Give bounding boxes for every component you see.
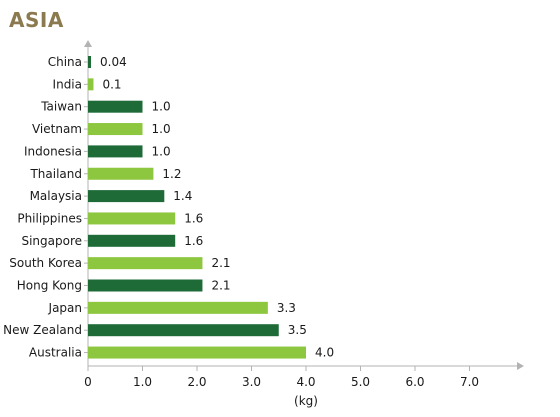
value-label: 2.1	[211, 279, 230, 293]
category-label: Singapore	[21, 234, 82, 248]
bar	[88, 145, 143, 158]
category-label: China	[48, 55, 82, 69]
value-label: 1.0	[152, 144, 171, 158]
value-label: 1.6	[184, 211, 203, 225]
x-axis-arrow	[517, 362, 524, 370]
y-axis-arrow	[84, 40, 92, 47]
category-label: Vietnam	[32, 122, 82, 136]
bar	[88, 212, 176, 225]
bar	[88, 301, 268, 314]
bar	[88, 324, 279, 337]
value-label: 1.0	[152, 122, 171, 136]
x-tick-label: 6.0	[405, 375, 424, 389]
category-label: South Korea	[9, 256, 82, 270]
x-tick-label: 0	[84, 375, 92, 389]
bar	[88, 279, 203, 292]
value-label: 1.2	[162, 167, 181, 181]
value-label: 1.0	[152, 100, 171, 114]
bars	[88, 56, 306, 359]
x-tick-label: 5.0	[351, 375, 370, 389]
x-tick-label: 4.0	[296, 375, 315, 389]
category-label: Australia	[29, 346, 82, 360]
category-label: Taiwan	[40, 100, 82, 114]
category-label: Hong Kong	[17, 279, 82, 293]
bar	[88, 167, 154, 180]
bar	[88, 123, 143, 136]
bar	[88, 56, 91, 68]
x-tick-label: 2.0	[187, 375, 206, 389]
category-label: Malaysia	[30, 189, 82, 203]
value-label: 1.6	[184, 234, 203, 248]
category-label: Philippines	[17, 211, 82, 225]
labels: China 0.04 India 0.1 Taiwan 1.0 Vietnam 1.0 Indo…	[3, 55, 334, 360]
value-label: 0.04	[100, 55, 127, 69]
bar	[88, 190, 165, 203]
value-label: 4.0	[315, 346, 334, 360]
x-tick-label: 3.0	[242, 375, 261, 389]
category-label: India	[53, 77, 82, 91]
value-label: 2.1	[211, 256, 230, 270]
value-label: 0.1	[102, 77, 121, 91]
value-label: 1.4	[173, 189, 192, 203]
bar	[88, 234, 176, 247]
category-label: Indonesia	[24, 144, 82, 158]
category-label: New Zealand	[3, 323, 82, 337]
value-label: 3.3	[277, 301, 296, 315]
category-label: Thailand	[29, 167, 82, 181]
bar	[88, 78, 94, 91]
x-tick-label: 1.0	[133, 375, 152, 389]
axes: 0 1.0 2.0 3.0 4.0 5.0 6.0 7.0	[84, 40, 524, 389]
chart-title: ASIA	[9, 8, 64, 32]
bar	[88, 100, 143, 113]
bar	[88, 346, 306, 359]
x-axis-label: (kg)	[294, 394, 318, 408]
category-label: Japan	[48, 301, 82, 315]
bar	[88, 257, 203, 270]
x-tick-label: 7.0	[460, 375, 479, 389]
value-label: 3.5	[288, 323, 307, 337]
